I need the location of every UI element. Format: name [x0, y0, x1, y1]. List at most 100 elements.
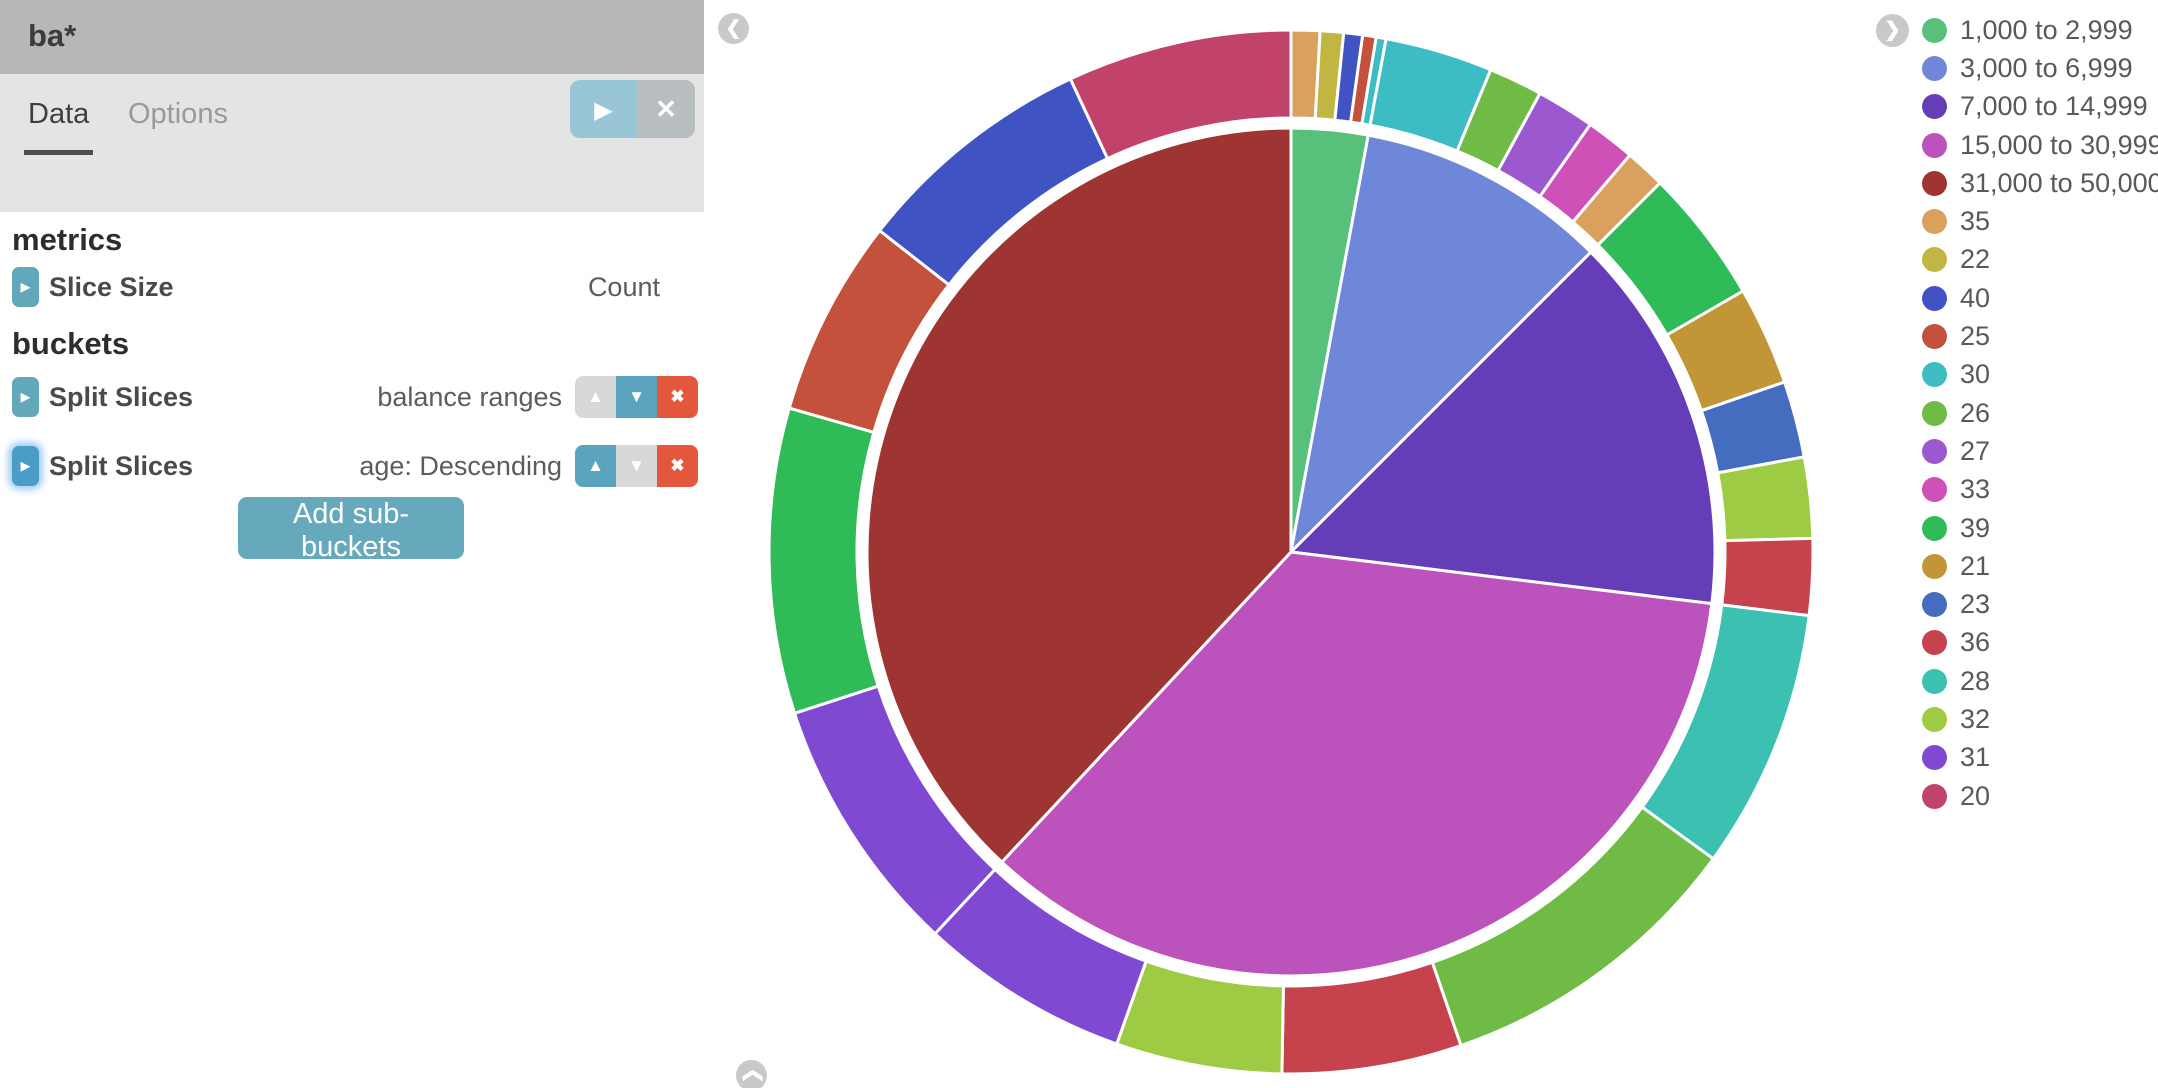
- move-up-button[interactable]: ▲: [575, 445, 616, 487]
- legend-item[interactable]: 25: [1922, 317, 2158, 355]
- bucket-label: Split Slices: [49, 382, 194, 412]
- pie-segment-age-36[interactable]: [1280, 960, 1463, 1076]
- legend-label: 32: [1960, 703, 1991, 734]
- legend-item[interactable]: 30: [1922, 356, 2158, 394]
- chevron-left-icon: ❮: [725, 18, 742, 39]
- move-down-button[interactable]: ▼: [616, 376, 657, 418]
- legend-label: 31,000 to 50,000: [1960, 167, 2158, 198]
- pie-segment-age-39[interactable]: [767, 406, 880, 715]
- legend-item[interactable]: 31,000 to 50,000: [1922, 164, 2158, 202]
- bucket-row-balance-ranges: ▸ Split Slices balance ranges ▲ ▼ ✖: [0, 376, 704, 418]
- legend-item[interactable]: 22: [1922, 241, 2158, 279]
- apply-changes-button[interactable]: ▶: [570, 80, 637, 138]
- collapse-legend-button[interactable]: ❯: [1876, 14, 1909, 47]
- tabstrip: Data Options ▶ ✕: [0, 74, 704, 212]
- legend-item[interactable]: 1,000 to 2,999: [1922, 11, 2158, 49]
- chevron-right-icon: ▸: [20, 276, 31, 298]
- move-up-button[interactable]: ▲: [575, 376, 616, 418]
- remove-icon: ✖: [670, 456, 685, 475]
- expand-bucket-button[interactable]: ▸: [12, 377, 39, 417]
- pie-slice-3-000-to-6-999[interactable]: [1289, 133, 1593, 554]
- pie-slice-15-000-to-30-999[interactable]: [1000, 550, 1714, 978]
- legend-label: 20: [1960, 780, 1991, 811]
- legend-swatch: [1922, 706, 1947, 732]
- move-down-button[interactable]: ▼: [616, 445, 657, 487]
- legend-swatch: [1922, 17, 1947, 43]
- legend-item[interactable]: 7,000 to 14,999: [1922, 88, 2158, 126]
- legend-label: 1,000 to 2,999: [1960, 14, 2133, 45]
- remove-bucket-button[interactable]: ✖: [657, 376, 698, 418]
- expand-bottom-bar-button[interactable]: ❯: [736, 1060, 767, 1088]
- legend-swatch: [1922, 400, 1947, 426]
- buckets-heading: buckets: [12, 326, 130, 361]
- pie-slice-7-000-to-14-999[interactable]: [1289, 250, 1717, 606]
- remove-bucket-button[interactable]: ✖: [657, 445, 698, 487]
- pie-slice-31-000-to-50-000[interactable]: [865, 126, 1293, 864]
- legend-item[interactable]: 15,000 to 30,999: [1922, 126, 2158, 164]
- legend-item[interactable]: 40: [1922, 279, 2158, 317]
- legend-swatch: [1922, 94, 1947, 120]
- play-icon: ▶: [594, 96, 613, 124]
- legend-label: 27: [1960, 435, 1991, 466]
- legend-label: 3,000 to 6,999: [1960, 52, 2133, 83]
- legend-swatch: [1922, 592, 1947, 618]
- arrow-up-icon: ▲: [587, 456, 604, 475]
- legend-item[interactable]: 27: [1922, 432, 2158, 470]
- legend-label: 7,000 to 14,999: [1960, 91, 2148, 122]
- legend-swatch: [1922, 247, 1947, 273]
- legend-item[interactable]: 21: [1922, 547, 2158, 585]
- legend-label: 25: [1960, 321, 1991, 352]
- legend-swatch: [1922, 783, 1947, 809]
- add-sub-buckets-button[interactable]: Add sub-buckets: [238, 497, 464, 563]
- legend-swatch: [1922, 553, 1947, 579]
- metric-label: Slice Size: [49, 272, 174, 302]
- legend-item[interactable]: 20: [1922, 777, 2158, 815]
- expand-slice-size-button[interactable]: ▸: [12, 267, 39, 307]
- legend-item[interactable]: 39: [1922, 509, 2158, 547]
- discard-changes-button[interactable]: ✕: [637, 80, 695, 138]
- legend-label: 26: [1960, 397, 1991, 428]
- legend-item[interactable]: 26: [1922, 394, 2158, 432]
- chevron-right-icon: ▸: [20, 386, 31, 408]
- bucket-label: Split Slices: [49, 451, 194, 481]
- legend-item[interactable]: 35: [1922, 202, 2158, 240]
- sidebar: ba* Data Options ▶ ✕ metrics ▸: [0, 0, 704, 1088]
- metric-value: Count: [587, 272, 660, 302]
- expand-bucket-button[interactable]: ▸: [12, 446, 39, 486]
- legend-item[interactable]: 32: [1922, 700, 2158, 738]
- legend-swatch: [1922, 745, 1947, 771]
- pie-segment-age-32[interactable]: [1115, 959, 1285, 1076]
- pie-segment-age-20[interactable]: [1068, 28, 1293, 161]
- legend-swatch: [1922, 630, 1947, 656]
- legend-label: 40: [1960, 282, 1991, 313]
- pie-segment-age-32[interactable]: [1716, 455, 1815, 543]
- tab-data[interactable]: Data: [24, 98, 94, 155]
- legend-label: 22: [1960, 244, 1991, 275]
- legend-swatch: [1922, 132, 1947, 158]
- legend-swatch: [1922, 324, 1947, 350]
- metrics-heading: metrics: [12, 222, 123, 257]
- tab-options[interactable]: Options: [128, 98, 228, 131]
- arrow-up-icon: ▲: [587, 387, 604, 406]
- legend-item[interactable]: 33: [1922, 471, 2158, 509]
- legend-swatch: [1922, 285, 1947, 311]
- legend-item[interactable]: 3,000 to 6,999: [1922, 49, 2158, 87]
- legend-item[interactable]: 23: [1922, 585, 2158, 623]
- legend-swatch: [1922, 209, 1947, 235]
- legend-swatch: [1922, 668, 1947, 694]
- legend-label: 23: [1960, 589, 1991, 620]
- close-icon: ✕: [655, 93, 677, 124]
- legend-label: 35: [1960, 206, 1991, 237]
- legend-item[interactable]: 28: [1922, 662, 2158, 700]
- chevron-right-icon: ▸: [20, 455, 31, 477]
- tab-data-label: Data: [28, 98, 90, 130]
- pie-segment-age-36[interactable]: [1720, 536, 1815, 618]
- arrow-down-icon: ▼: [628, 456, 645, 475]
- bucket-row-age: ▸ Split Slices age: Descending ▲ ▼ ✖: [0, 445, 704, 487]
- index-pattern-header: ba*: [0, 0, 704, 74]
- legend-swatch: [1922, 55, 1947, 81]
- legend-item[interactable]: 31: [1922, 739, 2158, 777]
- collapse-sidebar-button[interactable]: ❮: [718, 13, 749, 44]
- legend-item[interactable]: 36: [1922, 624, 2158, 662]
